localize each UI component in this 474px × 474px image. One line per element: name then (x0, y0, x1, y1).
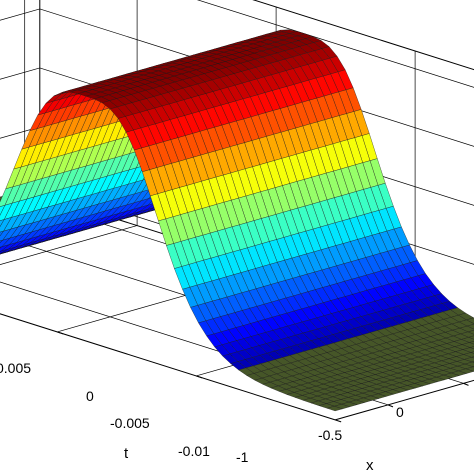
surface-patch (326, 406, 343, 412)
x-axis-label: x (366, 457, 374, 474)
x-tick-label: 0 (396, 404, 404, 420)
axis-edge (335, 379, 474, 421)
axis-edge (0, 313, 336, 421)
grid-line (0, 126, 40, 139)
grid-line (0, 67, 40, 80)
surface-patch (0, 246, 3, 249)
tick-mark (56, 331, 64, 335)
surface-patch (0, 219, 5, 227)
t-tick-label: -0.005 (110, 415, 150, 431)
t-tick-label: 0.005 (0, 360, 31, 376)
axis-labels: 0.005 0 -0.005 -0.01 -1 -0.5 0 t x (0, 360, 404, 474)
tick-mark (387, 404, 394, 408)
tick-mark (463, 382, 469, 386)
grid-line (0, 8, 40, 21)
t-tick-label: -0.01 (178, 443, 210, 459)
axis-edge (252, 0, 474, 71)
tick-mark (195, 375, 203, 379)
x-tick-label: -0.5 (318, 427, 342, 443)
t-axis-label: t (124, 445, 129, 462)
surface-mesh (0, 29, 474, 412)
surface-patch (0, 230, 4, 237)
grid-line (0, 225, 138, 265)
x-tick-label: -1 (236, 449, 249, 465)
tick-mark (334, 419, 342, 423)
t-tick-label: 0 (86, 388, 94, 404)
